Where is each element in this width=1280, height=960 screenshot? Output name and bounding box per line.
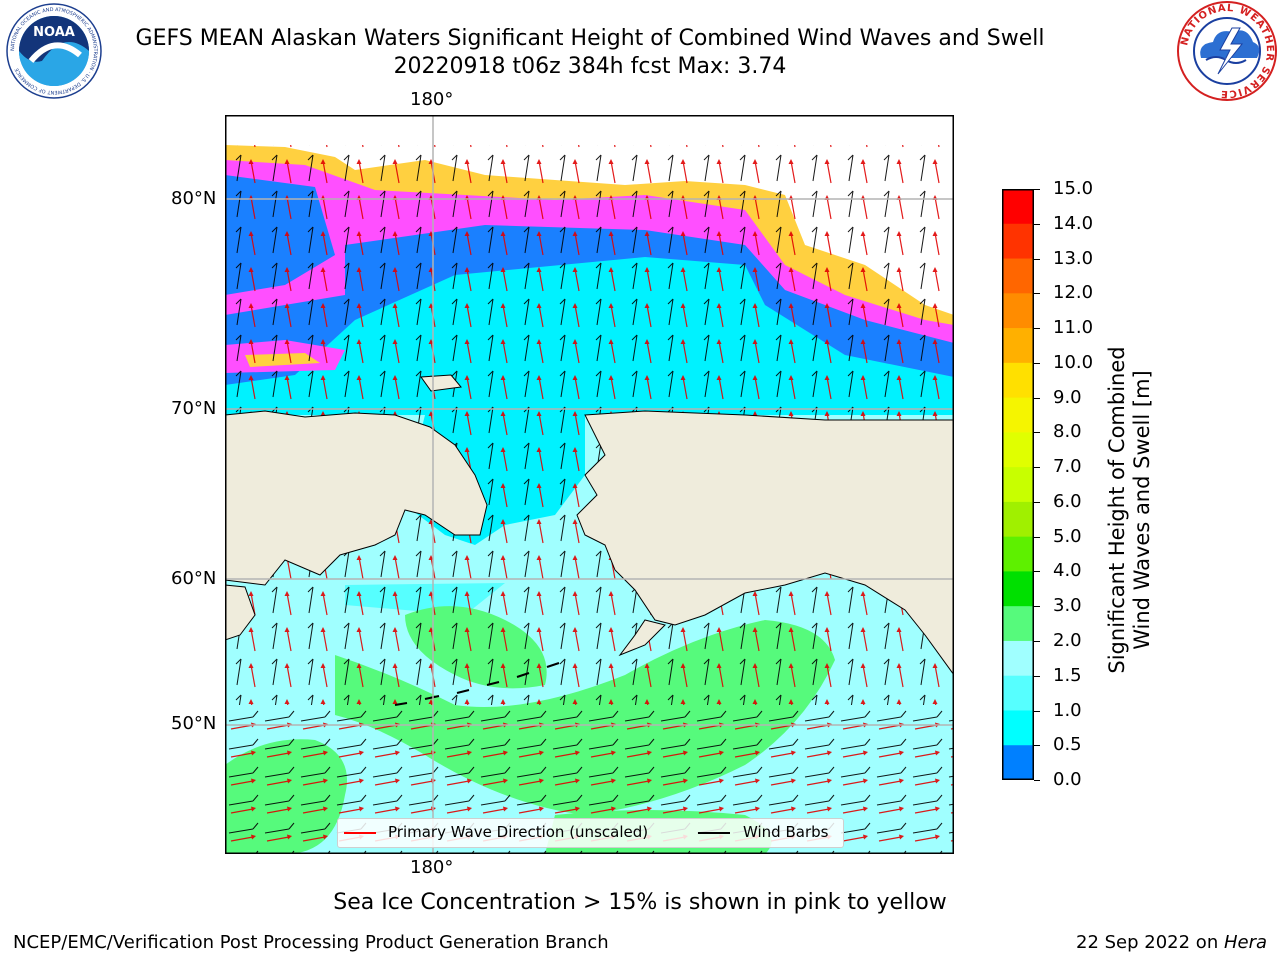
- colorbar-tick-mark: [1034, 397, 1040, 399]
- legend-swatch-wind: [698, 832, 730, 834]
- nws-logo-icon: NATIONAL WEATHER SERVICE: [1176, 0, 1278, 102]
- colorbar-tick-mark: [1034, 501, 1040, 503]
- colorbar-tick-mark: [1034, 328, 1040, 330]
- colorbar-tick-mark: [1034, 189, 1040, 190]
- map-panel: [225, 115, 954, 854]
- colorbar-tick-label: 8.0: [1053, 421, 1082, 443]
- colorbar-title-line1: Significant Height of Combined: [1105, 346, 1129, 674]
- colorbar-segment: [1002, 432, 1034, 468]
- colorbar-tick-mark: [1034, 362, 1040, 364]
- colorbar-tick-label: 9.0: [1053, 386, 1082, 408]
- lon-label-bottom: 180°: [410, 857, 454, 878]
- colorbar-tick-mark: [1034, 258, 1040, 260]
- colorbar-segment: [1002, 536, 1034, 573]
- colorbar-tick-label: 0.5: [1053, 734, 1082, 756]
- graticule: [225, 115, 954, 854]
- colorbar-tick-mark: [1034, 293, 1040, 295]
- kamchatka-land: [225, 584, 256, 641]
- colorbar-tick-mark: [1034, 640, 1040, 642]
- colorbar-segment: [1002, 606, 1034, 642]
- noaa-logo-icon: NOAA NATIONAL OCEANIC AND ATMOSPHERIC AD…: [6, 3, 102, 99]
- footer-date-text: 22 Sep 2022 on: [1076, 932, 1224, 953]
- colorbar-tick-mark: [1034, 745, 1040, 747]
- colorbar-segment: [1002, 223, 1034, 260]
- legend-label-wind: Wind Barbs: [743, 823, 829, 841]
- colorbar-tick-mark: [1034, 571, 1040, 573]
- colorbar-tick-label: 12.0: [1053, 282, 1094, 304]
- colorbar-segment: [1002, 362, 1034, 399]
- colorbar-tick-label: 6.0: [1053, 490, 1082, 512]
- alaska-peninsula: [618, 619, 666, 657]
- colorbar-tick-label: 15.0: [1053, 178, 1094, 199]
- map-frame: [225, 115, 954, 854]
- colorbar-segment: [1002, 328, 1034, 364]
- legend-swatch-wave: [344, 832, 376, 834]
- colorbar-frame: [1002, 189, 1034, 780]
- colorbar-tick-label: 11.0: [1053, 317, 1094, 339]
- map-legend: Primary Wave Direction (unscaled) Wind B…: [337, 818, 844, 848]
- colorbar-segment: [1002, 293, 1034, 329]
- wrangel-island: [420, 374, 462, 392]
- colorbar-segment: [1002, 397, 1034, 433]
- colorbar-tick-mark: [1034, 606, 1040, 608]
- colorbar-tick-label: 4.0: [1053, 560, 1082, 582]
- lat-label-70: 70°N: [171, 398, 217, 419]
- footer-org: NCEP/EMC/Verification Post Processing Pr…: [13, 932, 609, 953]
- colorbar-segment: [1002, 710, 1034, 746]
- colorbar-tick-mark: [1034, 675, 1040, 677]
- colorbar-tick-label: 10.0: [1053, 351, 1094, 373]
- lat-label-80: 80°N: [171, 188, 217, 209]
- legend-label-wave: Primary Wave Direction (unscaled): [388, 823, 649, 841]
- footer-date: 22 Sep 2022 on Hera: [1076, 932, 1267, 953]
- colorbar-tick-label: 7.0: [1053, 456, 1082, 478]
- colorbar-tick-label: 0.0: [1053, 769, 1082, 790]
- colorbar-tick-mark: [1034, 432, 1040, 434]
- chart-subtitle: 20220918 t06z 384h fcst Max: 3.74: [393, 54, 787, 79]
- noaa-logo-text: NOAA: [33, 25, 75, 40]
- chart-title: GEFS MEAN Alaskan Waters Significant Hei…: [135, 26, 1045, 51]
- colorbar: [1002, 189, 1034, 781]
- colorbar-title: Significant Height of Combined Wind Wave…: [1105, 300, 1155, 720]
- lat-label-50: 50°N: [171, 713, 217, 734]
- lon-label-top: 180°: [410, 89, 454, 110]
- colorbar-segment: [1002, 675, 1034, 712]
- colorbar-tick-label: 5.0: [1053, 525, 1082, 547]
- colorbar-segment: [1002, 189, 1034, 225]
- colorbar-tick-label: 1.5: [1053, 664, 1082, 686]
- colorbar-tick-mark: [1034, 467, 1040, 469]
- sea-ice-caption: Sea Ice Concentration > 15% is shown in …: [333, 890, 947, 915]
- colorbar-segment: [1002, 640, 1034, 677]
- lat-label-60: 60°N: [171, 568, 217, 589]
- alaska-land: [576, 410, 954, 676]
- colorbar-tick-mark: [1034, 223, 1040, 225]
- colorbar-segment: [1002, 258, 1034, 294]
- colorbar-tick-label: 14.0: [1053, 212, 1094, 234]
- colorbar-tick-mark: [1034, 780, 1040, 781]
- footer-machine: Hera: [1223, 932, 1267, 953]
- colorbar-segment: [1002, 501, 1034, 538]
- colorbar-title-line2: Wind Waves and Swell [m]: [1130, 370, 1154, 650]
- chukotka-land: [225, 410, 488, 586]
- colorbar-tick-label: 1.0: [1053, 699, 1082, 721]
- colorbar-segment: [1002, 467, 1034, 503]
- colorbar-tick-label: 3.0: [1053, 595, 1082, 617]
- colorbar-tick-mark: [1034, 710, 1040, 712]
- colorbar-segment: [1002, 571, 1034, 607]
- colorbar-tick-label: 2.0: [1053, 629, 1082, 651]
- colorbar-tick-label: 13.0: [1053, 247, 1094, 269]
- colorbar-tick-mark: [1034, 536, 1040, 538]
- colorbar-segment: [1002, 745, 1034, 781]
- aleutian-islands: [394, 662, 560, 706]
